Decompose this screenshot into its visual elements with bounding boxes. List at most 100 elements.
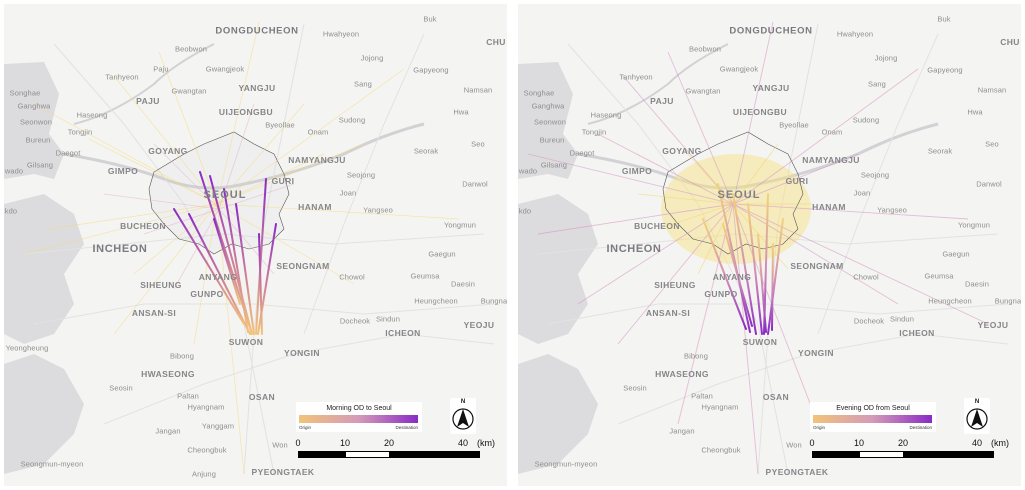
north-letter: N	[460, 399, 466, 405]
scale-segment	[345, 451, 390, 458]
place-label-seorak: Seorak	[413, 146, 439, 156]
place-label-incheon: INCHEON	[606, 243, 662, 255]
place-label-jojong: Jojong	[874, 53, 898, 63]
place-label-onam: Onam	[821, 127, 843, 137]
place-label-beobwon: Beobwon	[175, 44, 207, 54]
place-label-anyang: ANYANG	[712, 272, 752, 282]
flow-lines-strong	[702, 183, 784, 335]
north-letter: N	[974, 399, 980, 405]
place-label-yongin: YONGIN	[798, 348, 834, 358]
place-label-tanhyeon: Tanhyeon	[105, 72, 139, 82]
place-label-ansansi: ANSAN-SI	[645, 308, 691, 318]
place-label-sudong: Sudong	[852, 115, 880, 125]
legend-color-ramp	[299, 415, 418, 423]
place-label-daegot: Daegot	[55, 148, 81, 158]
place-label-hyangnam: Hyangnam	[187, 402, 225, 412]
place-label-namyangju: NAMYANGJU	[288, 155, 346, 165]
place-label-icheon: ICHEON	[385, 328, 421, 338]
place-label-seongmun: Seongmun-myeon	[534, 459, 598, 469]
place-label-haseong: Haseong	[76, 110, 108, 120]
place-label-anyang: ANYANG	[198, 272, 238, 282]
place-label-seoul: SEOUL	[717, 189, 761, 201]
base-map	[4, 21, 495, 475]
place-label-beobwon: Beobwon	[689, 44, 721, 54]
place-label-seoul: SEOUL	[203, 189, 247, 201]
place-label-hyangnam: Hyangnam	[701, 402, 739, 412]
place-label-paju: PAJU	[650, 96, 674, 106]
legend-title: Morning OD to Seoul	[326, 405, 392, 412]
scale-bar: 0 10 20 40 (km)	[809, 438, 1009, 460]
legend-destination-label: Destination	[909, 425, 932, 430]
place-label-buk: Buk	[423, 14, 437, 24]
place-label-daesin: Daesin	[451, 279, 475, 289]
place-label-joan: Joan	[853, 188, 871, 198]
place-label-icheon: ICHEON	[899, 328, 935, 338]
place-label-ganghwa: Ganghwa	[531, 101, 565, 111]
place-label-paju-small: Paju	[153, 64, 169, 74]
place-label-yangju: YANGJU	[238, 83, 276, 93]
place-label-wado: wado	[4, 166, 24, 176]
morning-od-map-panel: DONGDUCHEON Buk CHU Beobwon Hwahyeon Paj…	[4, 4, 507, 486]
place-label-gilsang: Gilsang	[26, 160, 54, 170]
place-label-seonwon: Seonwon	[534, 117, 566, 127]
place-label-hwaseong: HWASEONG	[141, 369, 195, 379]
river	[73, 43, 215, 125]
sea-area	[4, 62, 64, 179]
seoul-boundary	[662, 131, 804, 255]
place-label-sindun: Sindun	[376, 314, 400, 324]
scale-unit: (km)	[991, 438, 1009, 448]
place-label-geumsa: Geumsa	[410, 271, 440, 281]
legend-origin-label: Origin	[299, 425, 312, 430]
river	[577, 122, 939, 190]
place-label-paltan: Paltan	[691, 391, 713, 401]
place-label-chu: CHU	[1000, 37, 1020, 47]
place-label-sang: Sang	[868, 79, 886, 89]
place-label-hwa: Hwa	[453, 107, 469, 117]
place-label-cheongbuk: Cheongbuk	[701, 445, 741, 455]
place-label-uijeongbu: UIJEONGBU	[732, 107, 788, 117]
place-label-gapyeong: Gapyeong	[413, 65, 449, 75]
place-label-gaegun: Gaegun	[428, 249, 456, 259]
place-label-yeoju: YEOJU	[977, 320, 1009, 330]
north-arrow: N	[964, 398, 990, 434]
place-label-gimpo: GIMPO	[621, 166, 653, 176]
place-label-seongmun: Seongmun-myeon	[20, 459, 84, 469]
place-label-danwol: Danwol	[462, 179, 488, 189]
place-label-gunpo: GUNPO	[704, 289, 738, 299]
scale-tick-0: 0	[809, 438, 815, 448]
flow-legend: Morning OD to Seoul Origin Destination	[296, 402, 422, 432]
place-label-ansansi: ANSAN-SI	[131, 308, 177, 318]
place-label-anjung: Anjung	[192, 469, 216, 479]
scale-tick-10: 10	[853, 438, 865, 448]
place-label-hwahyeon: Hwahyeon	[836, 29, 874, 39]
road-network	[537, 23, 1009, 475]
north-arrow-icon	[966, 408, 988, 430]
place-label-kdo: kdo	[4, 206, 18, 216]
place-label-dongducheon: DONGDUCHEON	[215, 25, 299, 37]
place-label-bibong: Bibong	[170, 351, 194, 361]
place-label-byeollae: Byeollae	[779, 120, 809, 130]
place-label-guri: GURI	[785, 176, 809, 186]
sea-area	[518, 194, 598, 344]
place-label-hanam: HANAM	[298, 202, 332, 212]
scale-tick-20: 20	[897, 438, 909, 448]
place-label-danwol: Danwol	[976, 179, 1002, 189]
place-label-paju: PAJU	[136, 96, 160, 106]
place-label-daesin: Daesin	[965, 279, 989, 289]
base-map	[518, 21, 1009, 475]
place-label-wado: wado	[518, 166, 538, 176]
place-label-hanam: HANAM	[812, 202, 846, 212]
scale-unit: (km)	[477, 438, 495, 448]
place-label-daegot: Daegot	[569, 148, 595, 158]
place-label-seongnam: SEONGNAM	[276, 261, 330, 271]
sea-area	[4, 194, 84, 344]
place-label-tanhyeon: Tanhyeon	[619, 72, 653, 82]
place-label-docheok: Docheok	[853, 316, 885, 326]
scale-segment	[859, 451, 904, 458]
evening-od-map-panel: DONGDUCHEON Buk CHU Beobwon Hwahyeon Gwa…	[518, 4, 1021, 486]
place-label-jangan: Jangan	[669, 426, 695, 436]
place-label-gwangtan: Gwangtan	[685, 86, 721, 96]
scale-tick-0: 0	[295, 438, 301, 448]
place-label-buk: Buk	[937, 14, 951, 24]
place-label-gimpo: GIMPO	[107, 166, 139, 176]
